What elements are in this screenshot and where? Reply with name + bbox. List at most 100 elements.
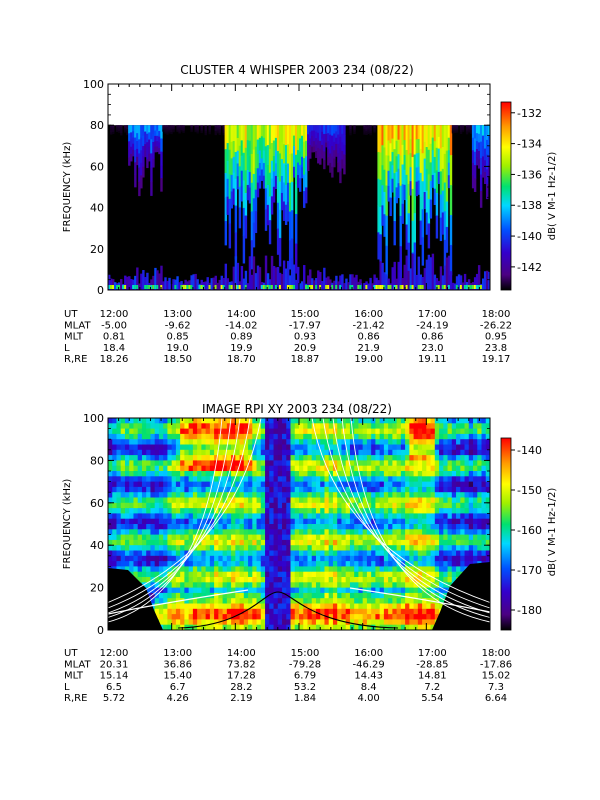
spectrogram-cell: [265, 428, 270, 435]
spectrogram-cell: [265, 555, 270, 562]
spectrogram-cell: [266, 204, 270, 226]
spectrogram-cell: [365, 130, 368, 134]
spectrogram-cell: [222, 577, 228, 583]
spectrogram-cell: [451, 492, 457, 498]
spectrogram-cell: [371, 460, 376, 467]
spectrogram-cell: [175, 614, 181, 620]
spectrogram-cell: [303, 582, 308, 588]
spectrogram-cell: [231, 481, 236, 488]
spectrogram-cell: [235, 619, 240, 626]
spectrogram-cell: [141, 518, 147, 525]
spectrogram-cell: [290, 614, 296, 620]
spectrogram-cell: [266, 184, 270, 206]
spectrogram-cell: [467, 127, 471, 130]
spectrogram-cell: [303, 265, 306, 290]
spectrogram-cell: [286, 497, 291, 504]
spectrogram-cell: [447, 539, 453, 546]
spectrogram-cell: [150, 439, 156, 445]
spectrogram-cell: [192, 598, 198, 604]
spectrogram-cell: [260, 508, 266, 514]
spectrogram-cell: [137, 428, 143, 435]
spectrogram-cell: [201, 471, 207, 477]
spectrogram-cell: [273, 481, 279, 488]
spectrogram-cell: [423, 268, 427, 290]
spectrogram-cell: [192, 550, 198, 557]
spectrogram-cell: [315, 566, 321, 573]
spectrogram-cell: [358, 614, 364, 620]
spectrogram-cell: [430, 497, 436, 504]
spectrogram-cell: [439, 455, 444, 461]
spectrogram-cell: [430, 524, 436, 530]
spectrogram-cell: [328, 444, 334, 451]
spectrogram-cell: [214, 571, 219, 578]
spectrogram-cell: [475, 149, 479, 158]
spectrogram-cell: [311, 449, 317, 456]
spectrogram-cell: [403, 154, 406, 171]
spectrogram-cell: [265, 598, 270, 604]
spectrogram-cell: [307, 449, 313, 456]
spectrogram-cell: [400, 455, 406, 461]
spectrogram-cell: [358, 571, 364, 578]
spectrogram-cell: [343, 125, 346, 136]
spectrogram-cell: [246, 184, 250, 201]
spectrogram-cell: [222, 125, 226, 128]
spectrogram-cell: [218, 529, 223, 535]
spectrogram-cell: [265, 587, 270, 594]
spectrogram-cell: [405, 582, 410, 588]
spectrogram-cell: [268, 172, 272, 197]
spectrogram-cell: [265, 524, 270, 530]
spectrogram-cell: [477, 497, 482, 504]
spectrogram-cell: [315, 577, 321, 583]
spectrogram-cell: [235, 592, 240, 599]
spectrogram-cell: [375, 460, 381, 467]
spectrogram-cell: [383, 471, 389, 477]
spectrogram-cell: [248, 433, 253, 440]
spectrogram-cell: [286, 534, 291, 541]
spectrogram-cell: [264, 285, 268, 289]
spectrogram-cell: [328, 566, 334, 573]
spectrogram-cell: [184, 582, 190, 588]
spectrogram-cell: [303, 449, 308, 456]
spectrogram-cell: [167, 481, 173, 488]
spectrogram-cell: [443, 513, 448, 520]
spectrogram-cell: [299, 164, 302, 179]
spectrogram-cell: [396, 418, 402, 424]
spectrogram-cell: [371, 529, 376, 535]
spectrogram-cell: [400, 513, 406, 520]
spectrogram-cell: [396, 444, 402, 451]
spectrogram-cell: [171, 423, 177, 429]
spectrogram-cell: [320, 566, 325, 573]
spectrogram-cell: [447, 571, 453, 578]
spectrogram-cell: [214, 614, 219, 620]
spectrogram-cell: [371, 524, 376, 530]
spectrogram-cell: [471, 125, 475, 139]
spectrogram-cell: [345, 624, 351, 631]
spectrogram-cell: [205, 502, 211, 509]
spectrogram-cell: [235, 624, 240, 631]
spectrogram-cell: [405, 566, 410, 573]
spectrogram-cell: [423, 175, 427, 193]
spectrogram-cell: [358, 566, 364, 573]
spectrogram-cell: [269, 444, 274, 451]
spectrogram-cell: [421, 181, 425, 210]
spectrogram-cell: [415, 274, 419, 290]
spectrogram-cell: [430, 539, 436, 546]
spectrogram-cell: [264, 188, 268, 210]
spectrogram-cell: [328, 587, 334, 594]
spectrogram-cell: [141, 439, 147, 445]
spectrogram-cell: [349, 561, 355, 567]
spectrogram-cell: [209, 555, 215, 562]
spectrogram-cell: [434, 486, 440, 493]
spectrogram-cell: [303, 598, 308, 604]
spectrogram-cell: [422, 439, 427, 445]
spectrogram-cell: [112, 423, 117, 429]
spectrogram-cell: [176, 128, 179, 131]
spectrogram-cell: [167, 460, 173, 467]
spectrogram-cell: [357, 285, 360, 289]
spectrogram-cell: [439, 423, 444, 429]
spectrogram-cell: [296, 125, 300, 139]
spectrogram-cell: [485, 518, 491, 525]
spectrogram-cell: [256, 555, 262, 562]
spectrogram-cell: [315, 418, 321, 424]
spectrogram-cell: [332, 492, 338, 498]
